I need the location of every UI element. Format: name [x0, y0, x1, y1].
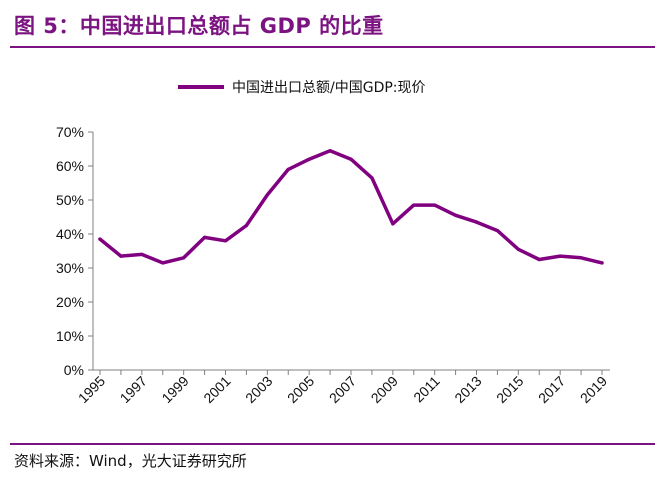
- y-tick-label: 60%: [56, 158, 84, 174]
- data-point: [433, 203, 437, 207]
- x-tick-label: 2009: [368, 373, 401, 406]
- data-point: [412, 203, 416, 207]
- title-rule: [10, 46, 655, 48]
- data-point: [98, 237, 102, 241]
- x-axis-ticks: 1995 1997 1999 2001 2003 2005 2007 2009 2011 2013…: [75, 370, 610, 406]
- data-point: [537, 257, 541, 262]
- x-tick-label: 1997: [117, 373, 150, 406]
- series-group: [98, 148, 604, 265]
- x-tick-label: 2017: [535, 373, 568, 406]
- x-tick-label: 2013: [451, 373, 484, 406]
- legend: 中国进出口总额/中国GDP:现价: [178, 80, 426, 96]
- data-point: [516, 247, 520, 251]
- data-point: [349, 157, 353, 161]
- x-tick-label: 2011: [410, 373, 443, 406]
- y-tick-label: 0%: [64, 362, 84, 378]
- footer-rule: [10, 443, 655, 445]
- x-tick-label: 1999: [158, 373, 191, 406]
- source-note: 资料来源：Wind，光大证券研究所: [14, 452, 247, 470]
- y-tick-label: 30%: [56, 260, 84, 276]
- data-point: [140, 252, 144, 256]
- y-axis-ticks: 0% 10% 20% 30% 40% 50% 60% 70%: [56, 124, 93, 378]
- y-tick-label: 70%: [56, 124, 84, 140]
- data-point: [328, 149, 332, 153]
- data-point: [161, 261, 165, 265]
- y-tick-label: 20%: [56, 294, 84, 310]
- data-point: [223, 239, 228, 243]
- legend-label: 中国进出口总额/中国GDP:现价: [232, 80, 426, 96]
- data-point: [119, 254, 123, 258]
- data-point: [244, 223, 249, 228]
- data-point: [453, 213, 458, 217]
- y-tick-label: 50%: [56, 192, 84, 208]
- y-tick-label: 40%: [56, 226, 84, 242]
- data-point: [495, 229, 500, 233]
- data-point: [474, 220, 479, 224]
- figure-title: 图 5：中国进出口总额占 GDP 的比重: [14, 14, 384, 38]
- data-point: [558, 254, 562, 258]
- data-point: [391, 222, 395, 226]
- x-tick-label: 2005: [284, 373, 317, 406]
- data-point: [579, 256, 583, 260]
- x-tick-label: 2001: [200, 373, 233, 406]
- data-point: [370, 176, 374, 180]
- data-point: [202, 235, 207, 239]
- data-point: [182, 256, 186, 260]
- data-point: [307, 157, 311, 161]
- data-point: [600, 261, 604, 265]
- x-tick-label: 2015: [493, 373, 526, 406]
- y-tick-label: 10%: [56, 328, 84, 344]
- data-point: [286, 167, 290, 171]
- x-tick-label: 2007: [326, 373, 359, 406]
- x-tick-label: 2003: [242, 373, 275, 406]
- series-line: [98, 148, 604, 265]
- x-tick-label: 2019: [577, 373, 610, 406]
- data-point: [265, 193, 269, 197]
